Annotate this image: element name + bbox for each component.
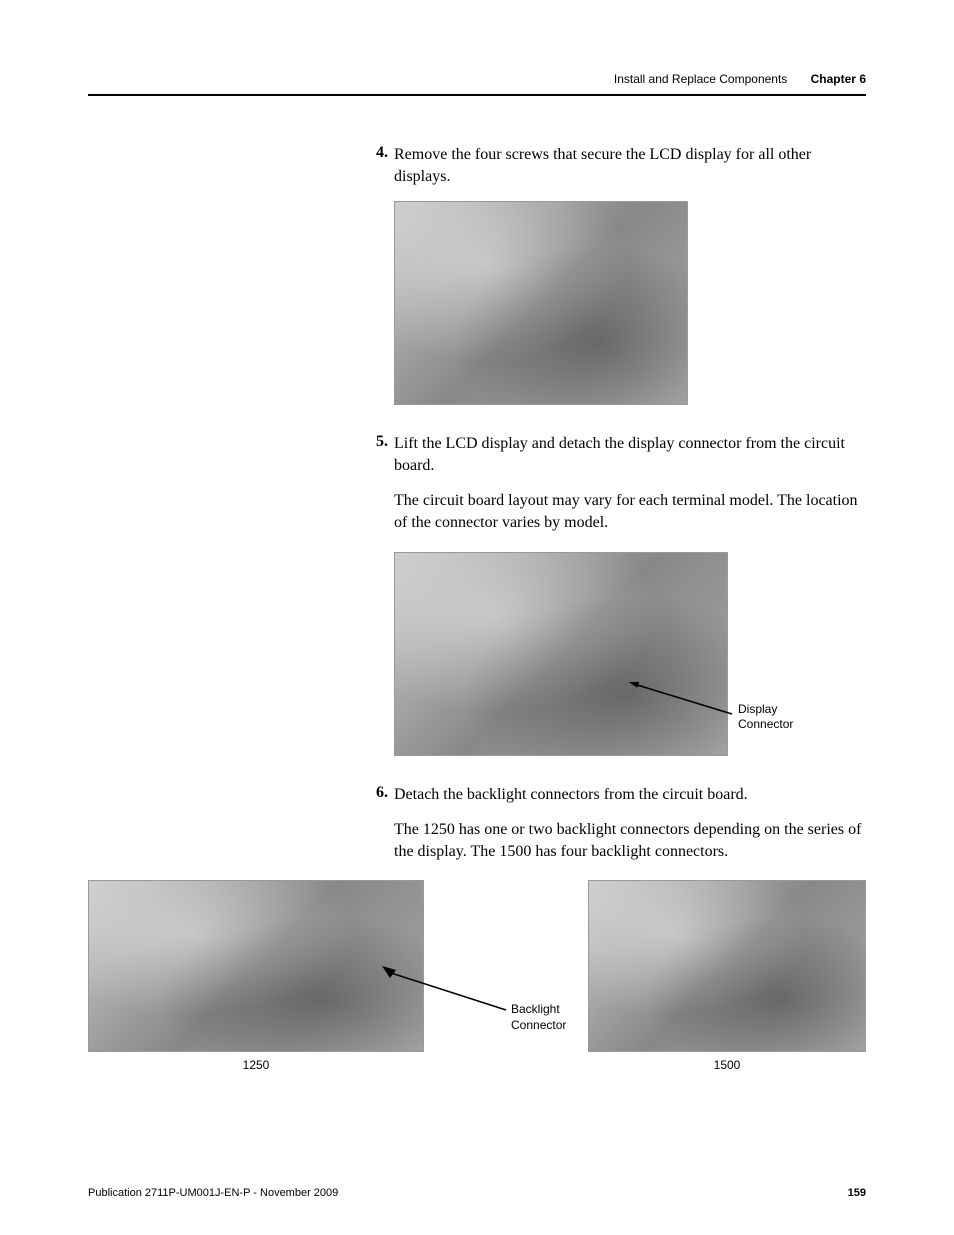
caption-1250: 1250 bbox=[243, 1058, 270, 1072]
image-display-connector bbox=[394, 552, 728, 756]
step-5-line: 5. Lift the LCD display and detach the d… bbox=[366, 433, 866, 476]
page-footer: Publication 2711P-UM001J-EN-P - November… bbox=[88, 1187, 866, 1199]
page-header: Install and Replace Components Chapter 6 bbox=[88, 72, 866, 96]
header-chapter: Chapter 6 bbox=[811, 72, 866, 86]
arrow-display-connector-icon bbox=[624, 682, 734, 722]
step-6: 6. Detach the backlight connectors from … bbox=[366, 784, 866, 806]
page: Install and Replace Components Chapter 6… bbox=[0, 0, 954, 1235]
label-display-connector-l1: Display bbox=[738, 702, 777, 716]
image-1250 bbox=[88, 880, 424, 1052]
figure-step-6: 1250 Backlight Connector 1500 bbox=[88, 880, 866, 1072]
step-6-number: 6. bbox=[366, 784, 388, 806]
label-backlight-connector: Backlight Connector bbox=[511, 1002, 581, 1033]
label-backlight-connector-l2: Connector bbox=[511, 1018, 566, 1032]
caption-1500: 1500 bbox=[714, 1058, 741, 1072]
step-4: 4. Remove the four screws that secure th… bbox=[366, 144, 866, 187]
label-display-connector: Display Connector bbox=[738, 702, 808, 733]
step-4-line: 4. Remove the four screws that secure th… bbox=[366, 144, 866, 187]
step-6-paragraph: The 1250 has one or two backlight connec… bbox=[394, 819, 866, 862]
step-6-text: Detach the backlight connectors from the… bbox=[394, 784, 866, 806]
footer-page-number: 159 bbox=[848, 1187, 866, 1199]
arrow-backlight-left-icon bbox=[378, 966, 508, 1014]
step-6-line: 6. Detach the backlight connectors from … bbox=[366, 784, 866, 806]
image-lcd-screws bbox=[394, 201, 688, 405]
image-1500 bbox=[588, 880, 866, 1052]
step-5-paragraph: The circuit board layout may vary for ea… bbox=[394, 490, 866, 533]
step-4-text: Remove the four screws that secure the L… bbox=[394, 144, 866, 187]
figure-1500-group: 1500 bbox=[588, 880, 866, 1072]
label-backlight-connector-l1: Backlight bbox=[511, 1002, 560, 1016]
step-5: 5. Lift the LCD display and detach the d… bbox=[366, 433, 866, 476]
figure-step-4 bbox=[394, 201, 866, 405]
step-4-number: 4. bbox=[366, 144, 388, 187]
figure-step-5: Display Connector bbox=[394, 552, 866, 756]
step-5-number: 5. bbox=[366, 433, 388, 476]
header-section-title: Install and Replace Components bbox=[614, 72, 787, 86]
figure-1250-group: 1250 bbox=[88, 880, 424, 1072]
label-display-connector-l2: Connector bbox=[738, 717, 793, 731]
step-5-text: Lift the LCD display and detach the disp… bbox=[394, 433, 866, 476]
footer-publication: Publication 2711P-UM001J-EN-P - November… bbox=[88, 1187, 338, 1199]
